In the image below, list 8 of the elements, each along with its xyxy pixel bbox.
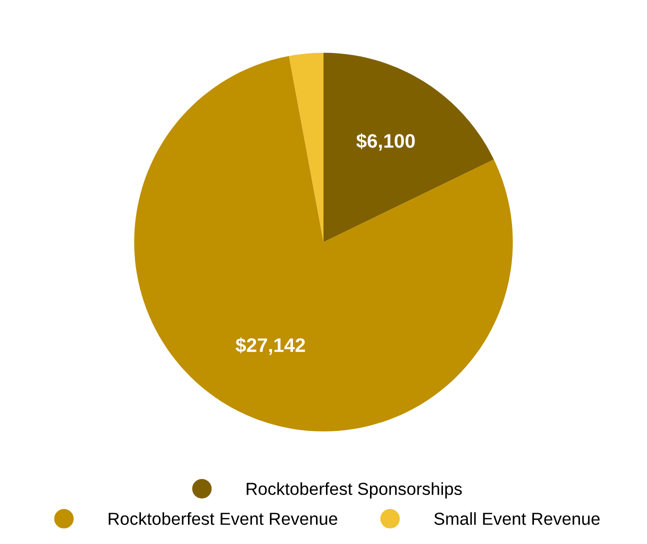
legend-label: Rocktoberfest Event Revenue: [108, 512, 338, 525]
pie-slice: [134, 56, 513, 432]
pie-slice: [288, 52, 324, 242]
pie-slice: [324, 52, 494, 242]
legend-label: Rocktoberfest Sponsorships: [246, 482, 462, 498]
data-label: $27,142: [236, 337, 305, 355]
data-label: $6,100: [356, 133, 415, 151]
legend-label: Small Event Revenue: [434, 512, 600, 525]
